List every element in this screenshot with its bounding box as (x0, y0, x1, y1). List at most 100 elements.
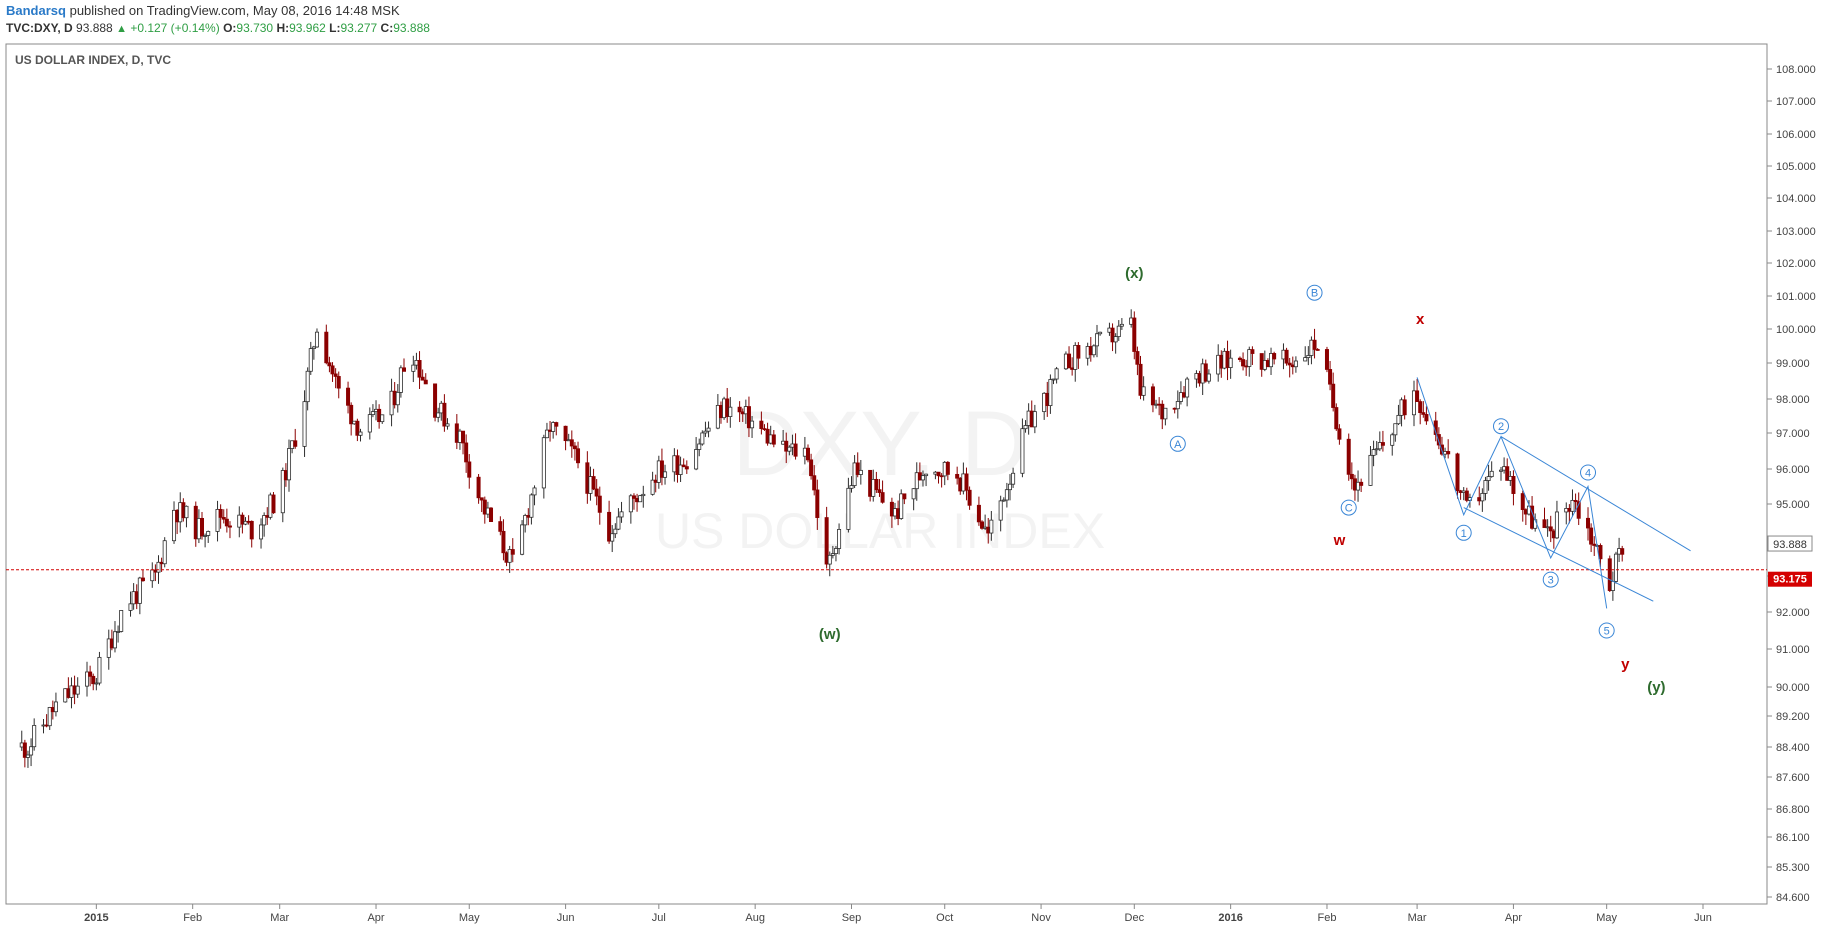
published-text: published on TradingView.com, May 08, 20… (69, 3, 400, 18)
candle-body (703, 430, 708, 434)
candle (25, 750, 30, 768)
wave-label-circle (1493, 418, 1510, 435)
candle (1421, 401, 1426, 418)
candle-body (1402, 399, 1407, 416)
candle-body (541, 437, 546, 489)
candle-body (607, 511, 612, 542)
candle-body (746, 406, 751, 429)
candle (482, 496, 487, 524)
candle-body (613, 528, 618, 535)
candle-body (423, 379, 428, 385)
candle-body (1349, 473, 1354, 480)
up-arrow-icon: ▲ (116, 23, 127, 35)
time-axis[interactable]: 2015 Feb Mar Apr May Jun Jul Aug Sep Oct Nov Dec 201… (84, 904, 1712, 924)
y-tick-label: 106.000 (1776, 129, 1816, 141)
candle (597, 486, 602, 525)
candle-body (1446, 451, 1451, 455)
candle (1095, 324, 1100, 358)
x-tick-label: May (1596, 912, 1617, 924)
candle-body (694, 449, 699, 470)
candle-body (370, 411, 375, 416)
candle-body (262, 515, 267, 526)
x-tick-label: Jul (652, 912, 666, 924)
candle-body (420, 376, 425, 381)
candle-body (1312, 339, 1317, 350)
candle (162, 537, 167, 568)
candle-body (1116, 325, 1121, 338)
candle (523, 513, 528, 533)
candle (330, 362, 335, 382)
candle-body (980, 521, 985, 529)
candle-body (398, 367, 403, 393)
candle-body (787, 446, 792, 452)
chart-title: US DOLLAR INDEX, D, TVC (15, 53, 171, 67)
candle-body (1511, 475, 1516, 494)
candle-body (998, 500, 1003, 521)
candle-body (75, 685, 80, 695)
candle-body (1284, 349, 1289, 364)
candle (1371, 440, 1376, 467)
candle (1023, 420, 1028, 433)
candle (880, 480, 885, 504)
candle (750, 416, 755, 438)
ohlc-bar: TVC:DXY, D 93.888 ▲ +0.127 (+0.14%) O:93… (6, 21, 430, 35)
x-tick-label: Jun (557, 912, 575, 924)
candle-body (1331, 383, 1336, 408)
candle (1135, 346, 1140, 376)
candle-body (591, 476, 596, 490)
y-tick-label: 98.000 (1776, 394, 1810, 406)
candle (224, 508, 229, 533)
candle (47, 706, 52, 730)
candle (507, 545, 512, 573)
candle-body (784, 440, 789, 452)
wave-label-text: 4 (1585, 468, 1591, 480)
candle (1312, 328, 1317, 359)
y-tick-label: 92.000 (1776, 607, 1810, 619)
candle-body (314, 331, 319, 348)
candle-body (964, 473, 969, 491)
candle-body (293, 440, 298, 447)
y-tick-label: 86.800 (1776, 804, 1810, 816)
candle (1455, 452, 1460, 499)
candle (184, 505, 189, 528)
candle (112, 621, 117, 653)
candle (572, 442, 577, 461)
x-tick-label: 2016 (1218, 912, 1242, 924)
candle (706, 421, 711, 438)
candle (1620, 545, 1625, 562)
candle (784, 432, 789, 464)
plot-area[interactable] (5, 43, 1768, 905)
candle (137, 576, 142, 615)
candle-body (1396, 414, 1401, 425)
candle-body (1436, 434, 1441, 446)
candle-body (815, 489, 820, 518)
candle-body (22, 742, 27, 758)
candle-body (812, 475, 817, 491)
low-value: 93.277 (340, 21, 378, 35)
candle (380, 414, 385, 424)
candle-body (824, 517, 829, 565)
candle-body (442, 402, 447, 427)
candle (215, 500, 220, 542)
candle (1586, 507, 1591, 541)
candle-body (1138, 363, 1143, 396)
x-tick-label: Mar (1408, 912, 1427, 924)
candle-body (594, 488, 599, 497)
candle-body (520, 524, 525, 555)
candle-body (433, 383, 438, 418)
candle (467, 454, 472, 489)
candle (1287, 357, 1292, 378)
candle (759, 411, 764, 435)
candle (249, 520, 254, 548)
candle-body (1592, 543, 1597, 546)
candle (411, 355, 416, 383)
candle (576, 441, 581, 469)
candle-body (1418, 401, 1423, 414)
candle (1315, 348, 1320, 351)
candle-body (771, 434, 776, 445)
candle (1380, 430, 1385, 452)
price-axis[interactable]: 108.000 107.000 106.000 105.000 104.000 103.0… (1767, 64, 1816, 904)
candle (172, 501, 177, 544)
author-name[interactable]: Bandarsq (6, 3, 66, 18)
